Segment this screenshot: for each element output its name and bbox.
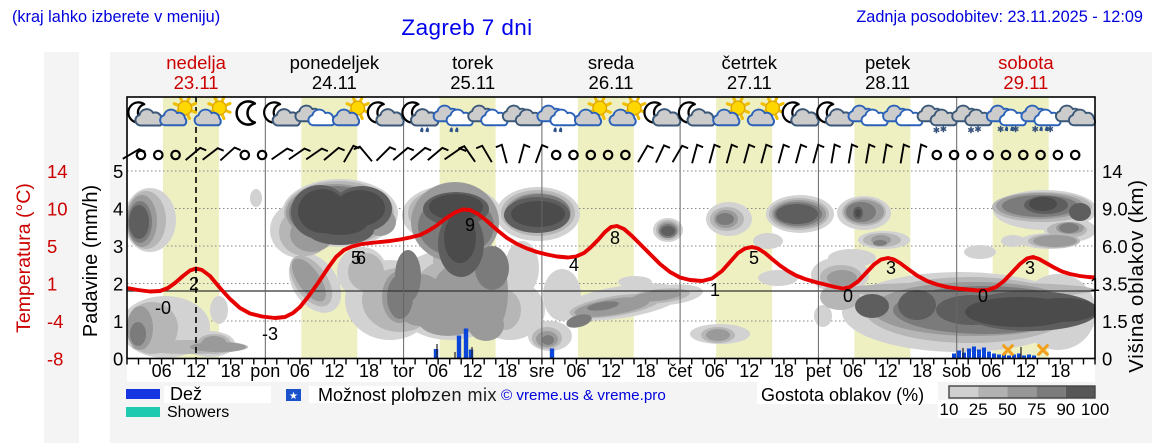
svg-text:06: 06: [152, 361, 172, 381]
svg-text:Možnost ploh: Možnost ploh: [318, 385, 425, 405]
svg-text:nedelja: nedelja: [166, 52, 226, 73]
svg-text:Zagreb 7 dni: Zagreb 7 dni: [401, 15, 532, 40]
svg-text:0: 0: [1102, 349, 1112, 370]
svg-text:Višina oblakov (km): Višina oblakov (km): [1125, 179, 1148, 373]
svg-text:Zadnja posodobitev: 23.11.2025: Zadnja posodobitev: 23.11.2025 - 12:09: [856, 8, 1143, 26]
svg-text:sob: sob: [942, 361, 971, 381]
svg-text:1: 1: [113, 311, 123, 332]
svg-text:6.0: 6.0: [1102, 236, 1128, 257]
svg-text:14: 14: [1102, 161, 1123, 182]
svg-text:12: 12: [739, 361, 759, 381]
svg-text:-4: -4: [47, 311, 63, 332]
svg-text:06: 06: [428, 361, 448, 381]
svg-text:čet: čet: [668, 361, 692, 381]
svg-text:2: 2: [189, 274, 199, 294]
svg-text:26.11: 26.11: [589, 72, 634, 93]
svg-text:18: 18: [1050, 361, 1070, 381]
svg-text:3: 3: [113, 236, 123, 257]
svg-text:25.11: 25.11: [450, 72, 495, 93]
svg-text:torek: torek: [452, 52, 494, 73]
svg-text:1.5: 1.5: [1102, 311, 1128, 332]
svg-text:18: 18: [912, 361, 932, 381]
svg-text:06: 06: [705, 361, 725, 381]
svg-text:8: 8: [610, 228, 620, 248]
svg-text:18: 18: [774, 361, 794, 381]
svg-text:sobota: sobota: [998, 52, 1054, 73]
svg-text:5: 5: [47, 236, 57, 257]
svg-text:23.11: 23.11: [174, 72, 219, 93]
svg-text:9: 9: [465, 215, 475, 235]
svg-text:06: 06: [843, 361, 863, 381]
svg-text:pon: pon: [250, 361, 280, 381]
svg-text:6: 6: [356, 248, 366, 268]
svg-text:sreda: sreda: [588, 52, 635, 73]
svg-text:12: 12: [186, 361, 206, 381]
svg-text:© vreme.us & vreme.pro: © vreme.us & vreme.pro: [501, 387, 666, 404]
svg-text:-3: -3: [262, 324, 278, 344]
svg-text:2: 2: [113, 274, 123, 295]
svg-text:Gostota oblakov (%): Gostota oblakov (%): [761, 385, 924, 405]
svg-text:(kraj lahko izberete v meniju): (kraj lahko izberete v meniju): [12, 8, 220, 26]
svg-text:3.5: 3.5: [1102, 274, 1128, 295]
svg-text:28.11: 28.11: [865, 72, 910, 93]
svg-text:4: 4: [569, 255, 579, 275]
svg-text:5: 5: [113, 161, 123, 182]
svg-text:18: 18: [221, 361, 241, 381]
svg-text:50: 50: [998, 400, 1017, 419]
svg-text:Temperatura (°C): Temperatura (°C): [13, 183, 35, 333]
svg-text:Padavine (mm/h): Padavine (mm/h): [80, 185, 102, 337]
svg-text:75: 75: [1027, 400, 1046, 419]
svg-text:ponedeljek: ponedeljek: [290, 52, 380, 73]
svg-text:06: 06: [981, 361, 1001, 381]
svg-text:12: 12: [878, 361, 898, 381]
svg-text:ozen mix: ozen mix: [421, 385, 497, 405]
svg-text:-8: -8: [47, 349, 63, 370]
svg-text:12: 12: [463, 361, 483, 381]
svg-text:1: 1: [47, 274, 57, 295]
svg-text:sre: sre: [529, 361, 554, 381]
svg-text:0: 0: [843, 286, 853, 306]
svg-text:1: 1: [710, 280, 720, 300]
svg-text:12: 12: [601, 361, 621, 381]
svg-text:3: 3: [886, 258, 896, 278]
svg-text:tor: tor: [393, 361, 414, 381]
svg-text:0: 0: [978, 286, 988, 306]
svg-text:4: 4: [113, 199, 123, 220]
svg-text:3: 3: [1025, 258, 1035, 278]
svg-text:9.0: 9.0: [1102, 199, 1128, 220]
svg-text:14: 14: [47, 161, 68, 182]
svg-text:Dež: Dež: [170, 384, 202, 404]
svg-text:5: 5: [749, 248, 759, 268]
svg-text:100: 100: [1081, 400, 1109, 419]
svg-text:25: 25: [969, 400, 988, 419]
svg-text:90: 90: [1056, 400, 1075, 419]
svg-text:★: ★: [289, 391, 298, 402]
svg-text:06: 06: [566, 361, 586, 381]
svg-text:12: 12: [324, 361, 344, 381]
svg-text:12: 12: [1016, 361, 1036, 381]
svg-text:Showers: Showers: [167, 404, 229, 421]
svg-text:0: 0: [113, 349, 123, 370]
svg-text:24.11: 24.11: [312, 72, 357, 93]
svg-text:pet: pet: [806, 361, 831, 381]
svg-text:06: 06: [290, 361, 310, 381]
svg-text:18: 18: [636, 361, 656, 381]
svg-text:5: 5: [351, 248, 361, 268]
svg-text:četrtek: četrtek: [722, 52, 778, 73]
svg-text:-0: -0: [155, 298, 171, 318]
svg-text:27.11: 27.11: [727, 72, 772, 93]
svg-text:petek: petek: [865, 52, 911, 73]
svg-text:18: 18: [497, 361, 517, 381]
svg-text:29.11: 29.11: [1003, 72, 1048, 93]
svg-text:10: 10: [940, 400, 959, 419]
svg-text:10: 10: [47, 199, 68, 220]
svg-text:18: 18: [359, 361, 379, 381]
